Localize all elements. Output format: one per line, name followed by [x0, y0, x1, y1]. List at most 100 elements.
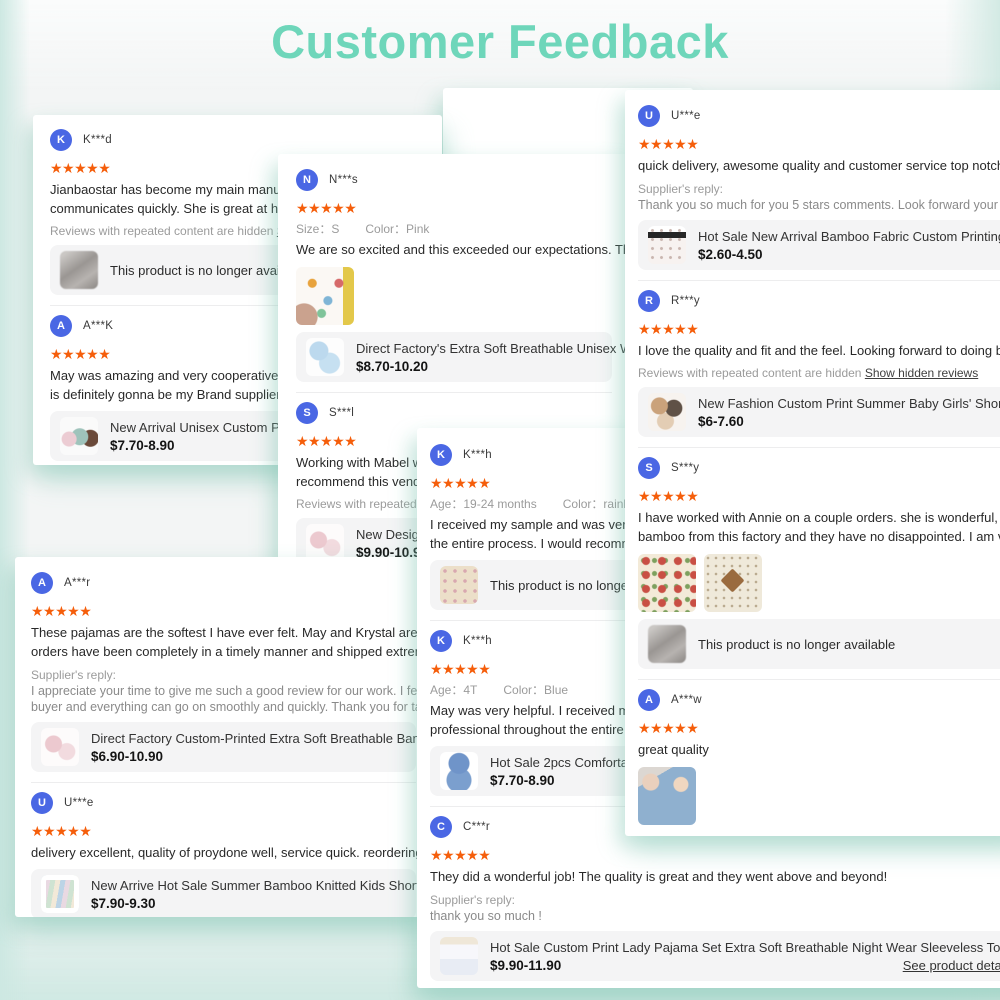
supplier-reply-text: I appreciate your time to give me such a… [31, 684, 432, 698]
star-rating: ★★★★★ [638, 720, 699, 736]
star-rating: ★★★★★ [430, 475, 491, 491]
review: N N***s ★★★★★ Size：S Color：Pink We are so… [296, 169, 630, 382]
product-thumbnail [648, 226, 686, 264]
reviewer-name: C***r [463, 821, 491, 833]
product-thumbnail [440, 752, 478, 790]
avatar: N [296, 169, 318, 191]
review: A A***r ★★★★★ These pajamas are the soft… [31, 572, 432, 772]
hidden-reviews-note: Reviews with repeated content are hidden… [638, 366, 1000, 380]
divider [638, 679, 1000, 680]
avatar: K [430, 630, 452, 652]
avatar: U [31, 792, 53, 814]
divider [31, 782, 416, 783]
review-text: orders have been completely in a timely … [31, 644, 432, 659]
divider [638, 447, 1000, 448]
supplier-reply-label: Supplier's reply: [638, 182, 723, 196]
review-photo[interactable] [296, 267, 354, 325]
avatar: C [430, 816, 452, 838]
supplier-reply-text: buyer and everything can go on smoothly … [31, 700, 432, 714]
reviewer-name: R***y [671, 295, 700, 307]
star-rating: ★★★★★ [296, 433, 357, 449]
review-text: These pajamas are the softest I have eve… [31, 625, 432, 640]
reviewer-name: K***h [463, 635, 492, 647]
product-thumbnail [60, 417, 98, 455]
supplier-reply-label: Supplier's reply: [430, 893, 515, 907]
product-card[interactable]: Hot Sale Custom Print Lady Pajama Set Ex… [430, 931, 1000, 981]
divider [50, 305, 425, 306]
supplier-reply-text: thank you so much ! [430, 909, 542, 923]
review-text: May was very helpful. I received my sa [430, 703, 654, 718]
product-title: New Fashion Custom Print Summer Baby Gir… [698, 395, 1000, 411]
divider [296, 392, 612, 393]
review-photo[interactable] [638, 554, 696, 612]
reviewer-name: S***l [329, 407, 355, 419]
product-price: $2.60-4.50 [698, 246, 763, 262]
meta-color: Color：Blue [503, 683, 569, 697]
review-meta: Age：19-24 months Color：rainbow [430, 495, 1000, 512]
meta-color: Color：rainbow [562, 497, 646, 511]
review-text: I received my sample and was very plea [430, 517, 662, 532]
product-card[interactable]: Hot Sale New Arrival Bamboo Fabric Custo… [638, 220, 1000, 270]
reviewer-name: K***h [463, 449, 492, 461]
review-text: Working with Mabel was [296, 455, 436, 470]
product-price: $6.90-10.90 [91, 748, 164, 764]
product-card[interactable]: Direct Factory's Extra Soft Breathable U… [296, 332, 630, 382]
meta-age: Age：4T [430, 683, 478, 697]
review-text: bamboo from this factory and they have n… [638, 529, 1000, 544]
review-photo[interactable] [638, 767, 696, 825]
review-text: communicates quickly. She is great at he… [50, 201, 306, 216]
avatar: A [638, 689, 660, 711]
hidden-reviews-text: Reviews with repeated content are hidden [50, 224, 274, 238]
review-text: recommend this vendor. [296, 474, 435, 489]
review-text: is definitely gonna be my Brand supplier… [50, 387, 304, 402]
review-text: great quality [638, 742, 709, 757]
review: U U***e ★★★★★ delivery excellent, qualit… [31, 792, 432, 917]
product-card[interactable]: Direct Factory Custom-Printed Extra Soft… [31, 722, 432, 772]
review-card-right: U U***e ★★★★★ quick delivery, awesome qu… [625, 90, 1000, 836]
divider [430, 620, 760, 621]
review-text: I love the quality and fit and the feel.… [638, 343, 1000, 358]
product-thumbnail [648, 625, 686, 663]
avatar: K [50, 129, 72, 151]
review: S S***y ★★★★★ I have worked with Annie o… [638, 457, 1000, 669]
review-text: I have worked with Annie on a couple ord… [638, 510, 1000, 525]
reviewer-name: U***e [671, 110, 701, 122]
product-title: New Arrival Unisex Custom Printed [110, 419, 313, 435]
review-photo[interactable] [704, 554, 762, 612]
reviewer-name: U***e [64, 797, 94, 809]
divider [638, 280, 1000, 281]
product-title: New Arrive Hot Sale Summer Bamboo Knitte… [91, 877, 432, 893]
review-meta: Age：4T Color：Blue [430, 681, 1000, 698]
product-price: $7.70-8.90 [110, 437, 175, 453]
review: A A***w ★★★★★ great quality [638, 689, 1000, 825]
product-thumbnail [306, 338, 344, 376]
reviewer-name: N***s [329, 174, 358, 186]
product-title: Hot Sale 2pcs Comfortable Sp [490, 754, 665, 770]
product-price: $9.90-10.90 [356, 544, 429, 560]
review-text: They did a wonderful job! The quality is… [430, 869, 888, 884]
product-thumbnail [440, 566, 478, 604]
avatar: K [430, 444, 452, 466]
show-hidden-reviews-link[interactable]: Show hidden reviews [864, 366, 979, 380]
product-price: $8.70-10.20 [356, 358, 429, 374]
see-product-details-link[interactable]: See product details [902, 957, 1000, 973]
review-text: delivery excellent, quality of proydone … [31, 845, 432, 860]
product-thumbnail [440, 937, 478, 975]
review: R R***y ★★★★★ I love the quality and fit… [638, 290, 1000, 437]
product-card[interactable]: New Arrive Hot Sale Summer Bamboo Knitte… [31, 869, 432, 917]
product-unavailable-text: This product is no longer available [110, 262, 308, 278]
product-card[interactable]: This product is no longer available [638, 619, 1000, 669]
hidden-reviews-text: Reviews with repeated content are hidden [638, 366, 862, 380]
star-rating: ★★★★★ [430, 661, 491, 677]
avatar: A [50, 315, 72, 337]
product-thumbnail [60, 251, 98, 289]
review-card-bottom-left: A A***r ★★★★★ These pajamas are the soft… [15, 557, 432, 917]
product-price: $9.90-11.90 [490, 957, 562, 973]
avatar: U [638, 105, 660, 127]
review-text: professional throughout the entire proc [430, 722, 653, 737]
star-rating: ★★★★★ [430, 847, 491, 863]
product-unavailable-text: This product is no longer available [698, 636, 896, 652]
product-price: $6-7.60 [698, 413, 744, 429]
meta-age: Age：19-24 months [430, 497, 537, 511]
product-card[interactable]: New Fashion Custom Print Summer Baby Gir… [638, 387, 1000, 437]
